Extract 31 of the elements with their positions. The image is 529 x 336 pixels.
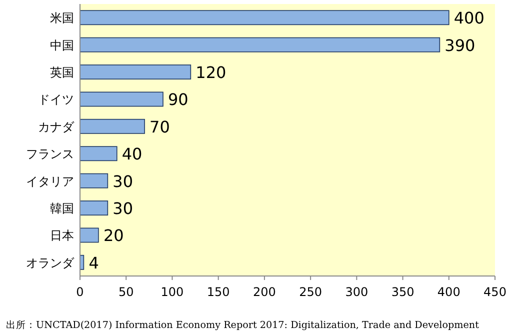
- y-tick-label: 英国: [50, 66, 74, 80]
- x-tick-label: 450: [484, 285, 506, 299]
- x-tick-label: 100: [160, 285, 184, 299]
- x-tick-label: 150: [206, 285, 230, 299]
- x-tick-label: 200: [252, 285, 276, 299]
- y-tick-label: ドイツ: [38, 92, 74, 107]
- x-tick-label: 300: [345, 285, 368, 299]
- data-label: 40: [122, 144, 142, 164]
- data-label: 30: [112, 172, 134, 191]
- x-tick-label: 250: [299, 285, 322, 299]
- text: 出所：UNCTAD(2017) Information Economy Report 2017: Digitalization, Trade and Development: [6, 319, 480, 331]
- y-tick-label: オランダ: [26, 256, 75, 270]
- data-label: 120: [196, 63, 226, 82]
- y-tick-label: 韓国: [50, 202, 74, 216]
- y-tick-label: 日本: [50, 228, 74, 243]
- y-tick-label: 米国: [50, 11, 74, 26]
- x-tick-label: 0: [76, 285, 84, 299]
- data-label: 90: [168, 90, 188, 110]
- y-tick-label: カナダ: [38, 120, 75, 134]
- y-tick-label: フランス: [26, 147, 74, 162]
- x-tick-label: 400: [437, 285, 460, 299]
- y-tick-label: 中国: [50, 38, 74, 52]
- data-label: 70: [150, 117, 170, 136]
- data-label: 30: [112, 199, 134, 218]
- y-tick-label: イタリア: [26, 174, 74, 188]
- x-tick-label: 50: [118, 285, 134, 299]
- data-label: 400: [454, 8, 484, 28]
- data-label: 20: [103, 226, 124, 246]
- x-tick-label: 350: [391, 285, 414, 299]
- data-label: 390: [444, 36, 476, 55]
- data-label: 4: [88, 253, 99, 272]
